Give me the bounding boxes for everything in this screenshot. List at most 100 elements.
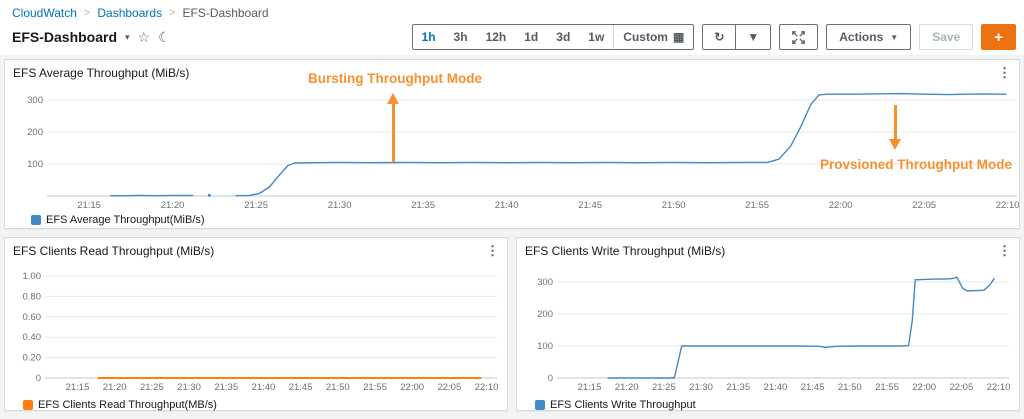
svg-text:200: 200 [537,309,553,320]
save-button[interactable]: Save [919,24,974,50]
svg-text:21:35: 21:35 [214,382,238,393]
widget-menu-kebab-icon[interactable]: ⋮ [998,243,1011,258]
svg-text:21:55: 21:55 [363,382,387,393]
calendar-icon: ▦ [672,30,685,44]
svg-text:22:00: 22:00 [400,382,424,393]
svg-text:21:15: 21:15 [578,382,602,393]
time-range-control: 1h 3h 12h 1d 3d 1w Custom ▦ [411,24,695,50]
fullscreen-button[interactable] [779,24,819,50]
add-widget-button[interactable]: + [981,24,1016,50]
svg-text:0: 0 [548,373,553,384]
efs-average-throughput-chart[interactable]: 100 200 300 21:15 21:20 21:25 21:30 21:35 21:40 2… [5,80,1019,214]
svg-text:21:55: 21:55 [745,200,769,211]
svg-text:21:40: 21:40 [495,200,519,211]
svg-text:21:50: 21:50 [326,382,350,393]
legend-label: EFS Clients Write Throughput [550,399,696,411]
svg-text:22:10: 22:10 [475,382,499,393]
legend-marker-blue [535,400,545,410]
time-range-12h[interactable]: 12h [485,30,507,44]
refresh-button[interactable]: ↻ [703,25,736,49]
breadcrumb-separator: > [169,7,176,19]
widget-menu-kebab-icon[interactable]: ⋮ [998,65,1011,80]
time-range-3d[interactable]: 3d [556,30,571,44]
widget-efs-average-throughput: EFS Average Throughput (MiB/s) ⋮ 100 200 3… [4,59,1020,229]
breadcrumb-dashboards[interactable]: Dashboards [97,6,163,20]
time-range-1h[interactable]: 1h [421,30,436,44]
svg-text:21:20: 21:20 [615,382,639,393]
svg-text:21:30: 21:30 [689,382,713,393]
time-range-1w[interactable]: 1w [588,30,605,44]
svg-text:21:55: 21:55 [875,382,899,393]
widget-efs-clients-write-throughput: EFS Clients Write Throughput (MiB/s) ⋮ 3… [516,237,1020,411]
annotation-bursting-mode: Bursting Throughput Mode [308,71,482,86]
dashboard-canvas: EFS Average Throughput (MiB/s) ⋮ 100 200 3… [0,55,1024,419]
annotation-arrow-down-icon [889,139,901,150]
svg-text:21:40: 21:40 [764,382,788,393]
svg-text:0.60: 0.60 [23,312,42,323]
actions-caret-icon: ▼ [890,32,899,42]
svg-text:21:30: 21:30 [177,382,201,393]
chart-title-write: EFS Clients Write Throughput (MiB/s) [525,244,726,258]
actions-label: Actions [839,30,884,44]
breadcrumb-separator: > [83,7,91,19]
svg-text:300: 300 [537,277,553,288]
chart-title-average: EFS Average Throughput (MiB/s) [13,66,190,80]
svg-text:21:50: 21:50 [662,200,686,211]
refresh-options-caret-icon[interactable]: ▼ [735,25,771,49]
refresh-control: ↻ ▼ [702,24,772,50]
annotation-arrow-stem [894,105,897,139]
chart-legend: EFS Clients Write Throughput [535,399,1019,411]
svg-text:22:10: 22:10 [996,200,1019,211]
widget-efs-clients-read-throughput: EFS Clients Read Throughput (MiB/s) ⋮ 1.… [4,237,508,411]
svg-text:21:35: 21:35 [411,200,435,211]
svg-text:22:05: 22:05 [437,382,461,393]
svg-text:22:05: 22:05 [949,382,973,393]
top-navigation: CloudWatch > Dashboards > EFS-Dashboard … [0,0,1024,55]
svg-text:21:25: 21:25 [140,382,164,393]
title-dropdown-caret-icon[interactable]: ▾ [125,31,130,42]
custom-label: Custom [623,30,668,44]
svg-text:200: 200 [27,127,43,138]
time-range-1d[interactable]: 1d [524,30,539,44]
chart-title-read: EFS Clients Read Throughput (MiB/s) [13,244,215,258]
legend-marker-blue [31,215,41,225]
svg-text:21:15: 21:15 [77,200,101,211]
svg-text:0.80: 0.80 [23,291,42,302]
svg-text:0.40: 0.40 [23,332,42,343]
svg-text:21:45: 21:45 [289,382,313,393]
svg-text:21:25: 21:25 [244,200,268,211]
chart-legend: EFS Clients Read Throughput(MB/s) [23,399,507,411]
legend-marker-orange [23,400,33,410]
svg-text:22:00: 22:00 [912,382,936,393]
svg-text:21:45: 21:45 [578,200,602,211]
efs-write-throughput-chart[interactable]: 300 200 100 0 21:15 21:20 21:25 21:30 21:35 21:40… [517,258,1019,398]
svg-text:21:15: 21:15 [66,382,90,393]
svg-text:22:10: 22:10 [987,382,1011,393]
dark-mode-moon-icon[interactable]: ☾ [158,29,171,45]
svg-text:21:45: 21:45 [801,382,825,393]
dashboard-toolbar: 1h 3h 12h 1d 3d 1w Custom ▦ ↻ ▼ [411,24,1016,50]
favorite-star-icon[interactable]: ☆ [137,29,151,45]
dashboard-header: EFS-Dashboard ▾ ☆ ☾ 1h 3h 12h 1d 3d 1w C… [0,23,1024,55]
breadcrumb-cloudwatch[interactable]: CloudWatch [12,6,77,20]
chart-legend: EFS Average Throughput(MiB/s) [31,214,1019,226]
widget-menu-kebab-icon[interactable]: ⋮ [486,243,499,258]
annotation-arrow-stem [392,103,395,162]
svg-text:21:50: 21:50 [838,382,862,393]
actions-button[interactable]: Actions ▼ [826,24,912,50]
svg-text:21:20: 21:20 [103,382,127,393]
time-range-3h[interactable]: 3h [453,30,468,44]
svg-text:100: 100 [27,159,43,170]
time-range-custom-button[interactable]: Custom ▦ [613,25,693,49]
annotation-provisioned-mode: Provsioned Throughput Mode [820,157,1012,172]
svg-text:300: 300 [27,95,43,106]
svg-text:21:40: 21:40 [252,382,276,393]
efs-read-throughput-chart[interactable]: 1.00 0.80 0.60 0.40 0.20 0 21:15 21:20 21:25 21:3… [5,258,507,398]
svg-text:21:35: 21:35 [726,382,750,393]
breadcrumb: CloudWatch > Dashboards > EFS-Dashboard [0,0,1024,23]
svg-text:22:05: 22:05 [912,200,936,211]
svg-text:0: 0 [36,373,41,384]
svg-text:100: 100 [537,341,553,352]
svg-text:21:30: 21:30 [328,200,352,211]
page-title: EFS-Dashboard [12,29,118,45]
